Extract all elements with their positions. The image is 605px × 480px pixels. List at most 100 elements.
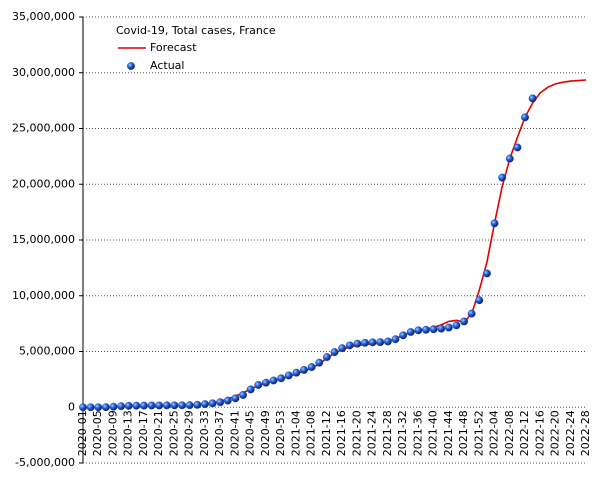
- actual-point: [383, 337, 392, 346]
- actual-point: [261, 378, 270, 387]
- actual-point: [422, 325, 430, 334]
- actual-point: [193, 400, 202, 409]
- actual-point: [208, 399, 217, 408]
- x-tick-label: 2021-48: [457, 410, 470, 456]
- actual-point: [117, 402, 126, 411]
- y-tick-label: 10,000,000: [12, 289, 75, 302]
- x-tick-label: 2021-16: [335, 410, 348, 456]
- actual-point: [414, 326, 423, 335]
- actual-point: [406, 328, 415, 336]
- y-tick-label: 15,000,000: [12, 233, 75, 246]
- actual-point: [231, 394, 240, 403]
- actual-point: [399, 331, 408, 340]
- actual-point: [86, 403, 95, 412]
- x-tick-label: 2022-16: [533, 410, 546, 456]
- x-tick-label: 2021-52: [472, 410, 485, 456]
- actual-point: [109, 402, 118, 411]
- actual-point: [322, 353, 331, 362]
- x-tick-label: 2020-33: [198, 410, 211, 456]
- actual-point: [521, 113, 529, 122]
- legend-label: Forecast: [150, 41, 197, 54]
- y-tick-label: 0: [68, 400, 75, 413]
- x-tick-label: 2022-24: [564, 410, 577, 456]
- actual-point: [246, 385, 255, 394]
- x-tick-label: 2020-25: [167, 410, 180, 456]
- x-tick-label: 2022-12: [518, 410, 531, 456]
- x-tick-label: 2022-20: [549, 410, 562, 456]
- actual-point: [94, 403, 103, 412]
- x-tick-label: 2020-21: [152, 410, 165, 456]
- x-tick-label: 2021-20: [350, 410, 363, 456]
- x-tick-label: 2020-45: [244, 410, 257, 456]
- actual-point: [437, 324, 446, 333]
- actual-point: [284, 371, 293, 380]
- y-tick-label: 35,000,000: [12, 10, 75, 23]
- actual-point: [452, 321, 461, 330]
- actual-point: [505, 154, 514, 163]
- actual-point: [475, 296, 484, 305]
- actual-point: [376, 338, 385, 347]
- actual-point: [353, 339, 362, 348]
- actual-point: [79, 403, 87, 412]
- legend-label: Actual: [150, 59, 184, 72]
- x-tick-label: 2020-09: [106, 410, 119, 456]
- actual-point: [300, 365, 308, 374]
- actual-point: [200, 400, 209, 409]
- x-tick-label: 2021-36: [411, 410, 424, 456]
- forecast-line: [83, 79, 587, 409]
- x-tick-label: 2021-08: [305, 410, 318, 456]
- actual-point: [361, 338, 369, 347]
- actual-point: [292, 368, 301, 377]
- actual-point: [338, 344, 347, 353]
- actual-point: [216, 398, 225, 407]
- x-tick-label: 2020-29: [183, 410, 196, 456]
- actual-point: [444, 323, 453, 332]
- actual-point: [277, 374, 286, 383]
- y-tick-label: 25,000,000: [12, 122, 75, 135]
- actual-point: [498, 173, 507, 182]
- x-tick-label: 2020-01: [76, 410, 89, 456]
- actual-point: [223, 396, 232, 405]
- legend-swatch: [127, 62, 135, 70]
- x-tick-label: 2021-24: [366, 410, 379, 456]
- actual-point: [269, 376, 278, 385]
- y-tick-label: 5,000,000: [19, 345, 75, 358]
- actual-point: [101, 403, 110, 412]
- actual-point: [391, 335, 400, 344]
- actual-point: [140, 401, 148, 410]
- actual-point: [330, 348, 339, 357]
- actual-point: [467, 309, 476, 318]
- actual-point: [528, 94, 537, 103]
- x-tick-label: 2022-04: [488, 410, 501, 456]
- x-tick-label: 2021-40: [427, 410, 440, 456]
- x-tick-label: 2021-04: [289, 410, 302, 456]
- x-tick-label: 2021-44: [442, 410, 455, 456]
- actual-point: [124, 401, 133, 410]
- x-tick-label: 2020-49: [259, 410, 272, 456]
- actual-point: [162, 401, 171, 410]
- actual-point: [147, 401, 156, 410]
- actual-point: [490, 219, 499, 228]
- y-tick-label: 20,000,000: [12, 177, 75, 190]
- actual-point: [239, 391, 247, 399]
- actual-point: [170, 401, 179, 410]
- actual-point: [513, 143, 522, 152]
- x-tick-label: 2022-08: [503, 410, 516, 456]
- x-tick-label: 2020-37: [213, 410, 226, 456]
- actual-point: [345, 341, 354, 350]
- y-tick-label: -5,000,000: [15, 456, 75, 469]
- x-tick-label: 2020-53: [274, 410, 287, 456]
- x-tick-label: 2020-05: [91, 410, 104, 456]
- x-tick-label: 2020-17: [137, 410, 150, 456]
- y-tick-label: 30,000,000: [12, 66, 75, 79]
- x-tick-label: 2020-41: [228, 410, 241, 456]
- x-tick-label: 2020-13: [122, 410, 135, 456]
- actual-point: [368, 338, 377, 347]
- actual-point: [460, 317, 469, 326]
- actual-point: [482, 269, 491, 278]
- x-tick-label: 2022-28: [579, 410, 592, 456]
- actual-point: [307, 363, 316, 372]
- actual-point: [178, 401, 187, 410]
- actual-point: [132, 401, 141, 410]
